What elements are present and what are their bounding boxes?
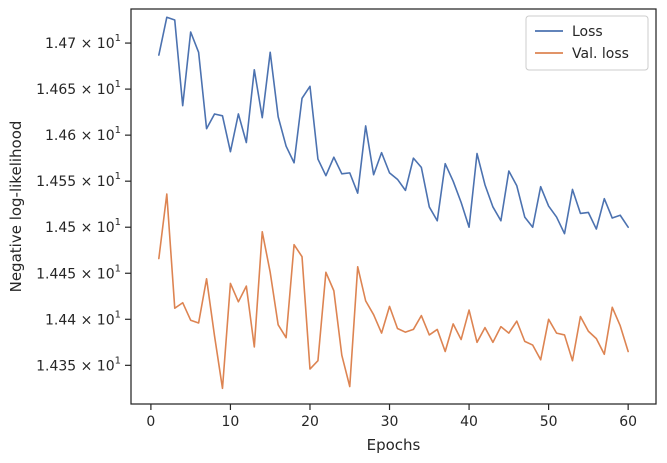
plot-frame [130, 8, 657, 405]
x-tick-label: 30 [381, 414, 399, 430]
y-tick-mantissa: 1.44 × 10 [45, 312, 115, 328]
y-tick-exponent: 1 [115, 263, 121, 274]
y-tick-label: 1.455 × 101 [36, 171, 121, 190]
legend-box [525, 15, 649, 71]
x-tick-label: 40 [460, 414, 478, 430]
series-line-val-loss [158, 193, 629, 390]
x-axis-label: Epochs [367, 436, 421, 454]
y-tick-label: 1.46 × 101 [45, 125, 121, 144]
y-tick-exponent: 1 [115, 79, 121, 90]
y-tick-exponent: 1 [115, 125, 121, 136]
y-tick-exponent: 1 [115, 33, 121, 44]
y-tick-label: 1.465 × 101 [36, 79, 121, 98]
y-tick-label: 1.445 × 101 [36, 263, 121, 282]
legend: Loss Val. loss [525, 15, 649, 71]
y-tick-mantissa: 1.46 × 10 [45, 128, 115, 144]
y-tick-exponent: 1 [115, 171, 121, 182]
legend-label-val-loss: Val. loss [572, 46, 629, 62]
legend-label-loss: Loss [572, 24, 603, 40]
x-tick-label: 20 [301, 414, 319, 430]
y-tick-mantissa: 1.435 × 10 [36, 358, 115, 374]
series-line-loss [158, 16, 629, 235]
x-tick-label: 50 [540, 414, 558, 430]
y-tick-exponent: 1 [115, 217, 121, 228]
x-tick-label: 0 [146, 414, 155, 430]
y-tick-exponent: 1 [115, 355, 121, 366]
y-tick-exponent: 1 [115, 309, 121, 320]
y-tick-mantissa: 1.47 × 10 [45, 36, 115, 52]
y-tick-label: 1.44 × 101 [45, 309, 121, 328]
x-tick-label: 60 [619, 414, 637, 430]
y-tick-label: 1.45 × 101 [45, 217, 121, 236]
y-tick-label: 1.47 × 101 [45, 33, 121, 52]
y-axis-label: Negative log-likelihood [7, 121, 25, 293]
y-tick-mantissa: 1.45 × 10 [45, 220, 115, 236]
series-layer [158, 16, 629, 390]
y-tick-mantissa: 1.465 × 10 [36, 82, 115, 98]
x-tick-label: 10 [222, 414, 240, 430]
y-tick-mantissa: 1.455 × 10 [36, 174, 115, 190]
y-tick-mantissa: 1.445 × 10 [36, 266, 115, 282]
y-tick-label: 1.435 × 101 [36, 355, 121, 374]
